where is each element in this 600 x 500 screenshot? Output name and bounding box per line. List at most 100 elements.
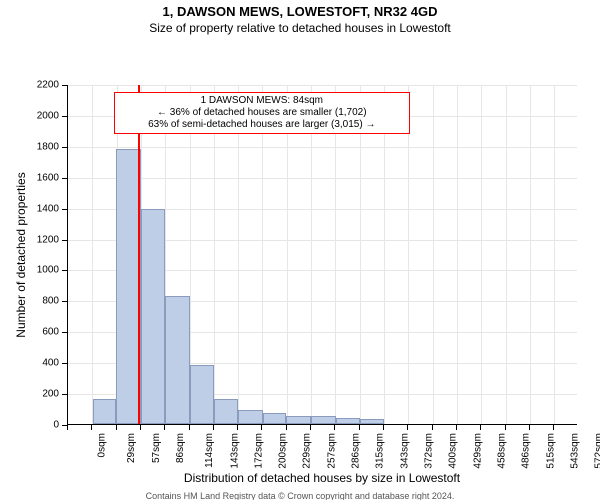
gridline-h xyxy=(68,85,577,87)
gridline-h xyxy=(68,147,577,149)
xtick-label: 257sqm xyxy=(326,433,337,469)
xtick-label: 200sqm xyxy=(278,433,289,469)
gridline-v xyxy=(384,85,386,424)
chart-area: 1 DAWSON MEWS: 84sqm← 36% of detached ho… xyxy=(0,35,600,491)
ytick-mark xyxy=(62,363,67,364)
annotation-line: ← 36% of detached houses are smaller (1,… xyxy=(119,107,405,119)
gridline-v xyxy=(481,85,483,424)
xtick-mark xyxy=(529,425,530,430)
xtick-mark xyxy=(213,425,214,430)
ytick-mark xyxy=(62,209,67,210)
histogram-bar xyxy=(286,416,311,424)
gridline-v xyxy=(433,85,435,424)
ytick-label: 0 xyxy=(0,420,59,431)
histogram-bar xyxy=(263,413,287,424)
xtick-mark xyxy=(456,425,457,430)
gridline-v xyxy=(457,85,459,424)
gridline-v xyxy=(408,85,410,424)
xtick-mark xyxy=(553,425,554,430)
xtick-mark xyxy=(505,425,506,430)
histogram-bar xyxy=(336,418,360,424)
gridline-v xyxy=(360,85,362,424)
x-axis-label: Distribution of detached houses by size … xyxy=(67,471,577,485)
gridline-v xyxy=(92,85,94,424)
xtick-mark xyxy=(189,425,190,430)
xtick-mark xyxy=(237,425,238,430)
ytick-mark xyxy=(62,394,67,395)
histogram-bar xyxy=(360,419,385,424)
property-marker-line xyxy=(138,85,140,424)
xtick-label: 57sqm xyxy=(151,433,162,463)
gridline-v xyxy=(335,85,337,424)
histogram-bar xyxy=(214,399,238,424)
gridline-v xyxy=(506,85,508,424)
histogram-bar xyxy=(165,296,190,424)
ytick-label: 800 xyxy=(0,296,59,307)
xtick-label: 543sqm xyxy=(569,433,580,469)
xtick-label: 343sqm xyxy=(399,433,410,469)
histogram-bar xyxy=(311,416,336,424)
histogram-bar xyxy=(141,209,165,424)
xtick-mark xyxy=(480,425,481,430)
xtick-label: 486sqm xyxy=(521,433,532,469)
histogram-bar xyxy=(238,410,263,424)
xtick-label: 229sqm xyxy=(302,433,313,469)
xtick-mark xyxy=(383,425,384,430)
ytick-mark xyxy=(62,85,67,86)
ytick-label: 2000 xyxy=(0,110,59,121)
ytick-label: 1000 xyxy=(0,265,59,276)
xtick-mark xyxy=(67,425,68,430)
ytick-mark xyxy=(62,240,67,241)
gridline-v xyxy=(238,85,240,424)
xtick-label: 400sqm xyxy=(448,433,459,469)
xtick-label: 286sqm xyxy=(351,433,362,469)
gridline-v xyxy=(530,85,532,424)
gridline-v xyxy=(311,85,313,424)
ytick-label: 600 xyxy=(0,327,59,338)
xtick-label: 86sqm xyxy=(175,433,186,463)
xtick-mark xyxy=(432,425,433,430)
y-axis-label: Number of detached properties xyxy=(14,172,28,337)
xtick-label: 429sqm xyxy=(472,433,483,469)
xtick-label: 29sqm xyxy=(126,433,137,463)
xtick-label: 0sqm xyxy=(96,433,107,457)
chart-subtitle: Size of property relative to detached ho… xyxy=(0,21,600,35)
xtick-label: 515sqm xyxy=(545,433,556,469)
ytick-label: 2200 xyxy=(0,80,59,91)
gridline-v xyxy=(554,85,556,424)
ytick-label: 1200 xyxy=(0,234,59,245)
xtick-mark xyxy=(164,425,165,430)
xtick-mark xyxy=(359,425,360,430)
xtick-mark xyxy=(91,425,92,430)
xtick-mark xyxy=(334,425,335,430)
gridline-v xyxy=(262,85,264,424)
xtick-label: 114sqm xyxy=(204,433,215,468)
histogram-bar xyxy=(190,365,215,424)
xtick-mark xyxy=(140,425,141,430)
xtick-mark xyxy=(261,425,262,430)
ytick-label: 1800 xyxy=(0,141,59,152)
ytick-mark xyxy=(62,147,67,148)
xtick-label: 572sqm xyxy=(594,433,600,469)
xtick-label: 172sqm xyxy=(253,433,264,469)
annotation-line: 1 DAWSON MEWS: 84sqm xyxy=(119,95,405,107)
ytick-mark xyxy=(62,270,67,271)
xtick-label: 372sqm xyxy=(424,433,435,469)
xtick-mark xyxy=(310,425,311,430)
gridline-v xyxy=(287,85,289,424)
ytick-mark xyxy=(62,332,67,333)
ytick-label: 1400 xyxy=(0,203,59,214)
xtick-mark xyxy=(116,425,117,430)
annotation-box: 1 DAWSON MEWS: 84sqm← 36% of detached ho… xyxy=(114,92,410,134)
gridline-h xyxy=(68,178,577,180)
attribution-line-1: Contains HM Land Registry data © Crown c… xyxy=(0,491,600,500)
xtick-label: 315sqm xyxy=(375,433,386,469)
ytick-mark xyxy=(62,116,67,117)
xtick-label: 143sqm xyxy=(229,433,240,469)
plot-area: 1 DAWSON MEWS: 84sqm← 36% of detached ho… xyxy=(67,85,577,425)
ytick-label: 400 xyxy=(0,358,59,369)
ytick-mark xyxy=(62,178,67,179)
ytick-mark xyxy=(62,301,67,302)
chart-title: 1, DAWSON MEWS, LOWESTOFT, NR32 4GD xyxy=(0,4,600,19)
histogram-bar xyxy=(116,149,141,424)
